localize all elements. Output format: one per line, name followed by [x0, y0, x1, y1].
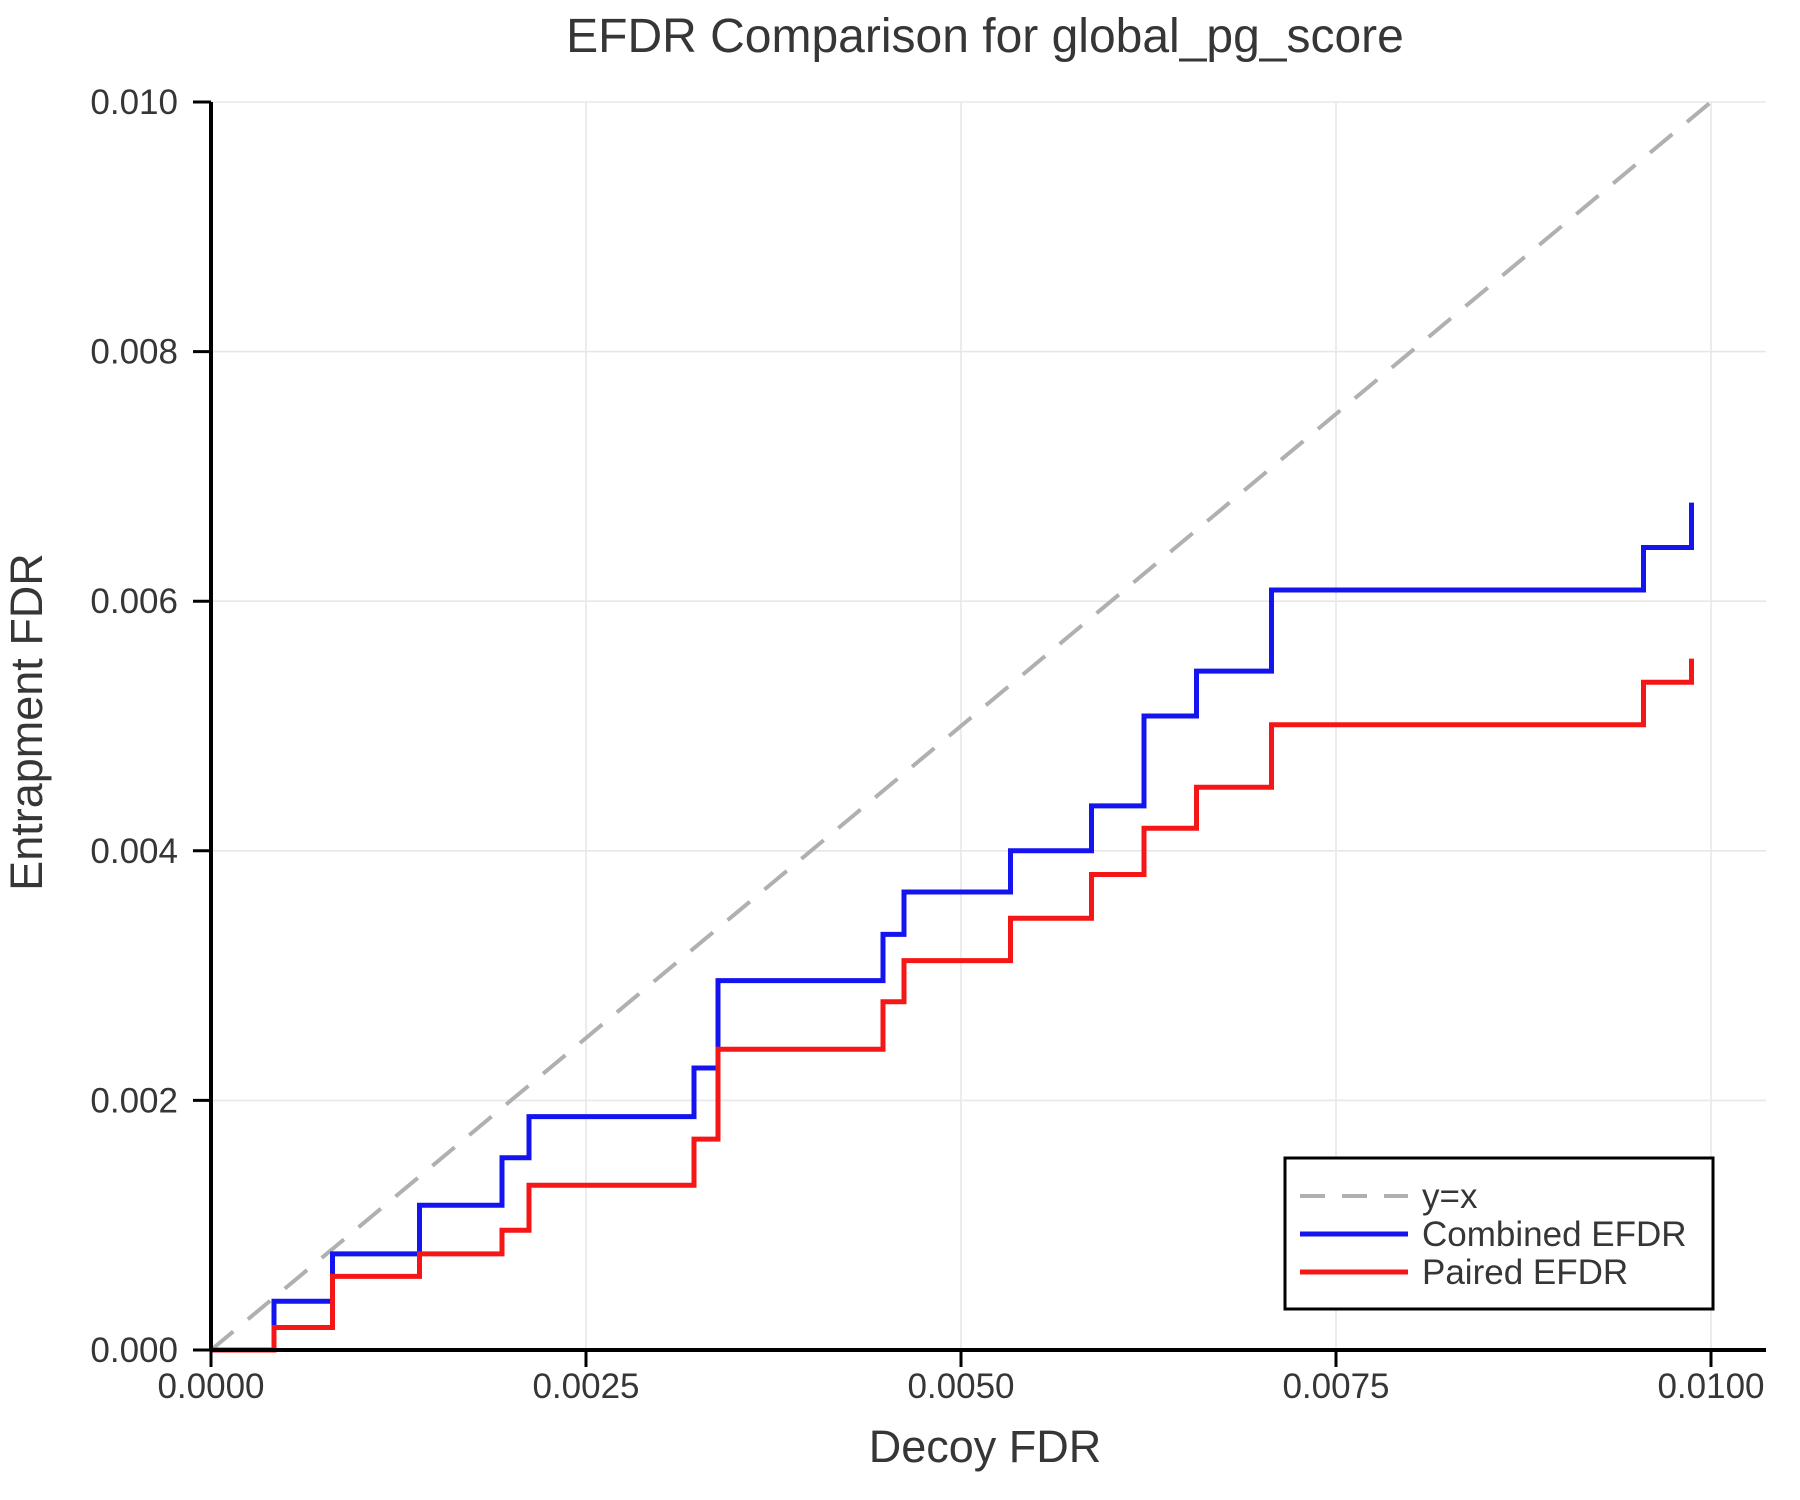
y-tick-label: 0.002 [90, 1081, 178, 1120]
legend-entry-reference: y=x [1300, 1177, 1478, 1216]
paired-efdr-line [211, 658, 1694, 1353]
legend-entry-paired-efdr: Paired EFDR [1300, 1253, 1628, 1292]
x-tick-label: 0.0075 [1282, 1367, 1389, 1406]
legend-entry-combined-efdr: Combined EFDR [1300, 1215, 1687, 1254]
combined-efdr-line [211, 502, 1694, 1353]
legend-label-combined-efdr: Combined EFDR [1422, 1215, 1687, 1254]
reference-line-y-equals-x [209, 100, 1713, 1352]
y-tick-label: 0.004 [90, 832, 178, 871]
y-tick-label: 0.000 [90, 1331, 178, 1370]
y-axis-label: Entrapment FDR [1, 553, 52, 891]
y-tick-label: 0.006 [90, 582, 178, 621]
y-tick-label: 0.010 [90, 83, 178, 122]
legend-label-reference: y=x [1422, 1177, 1478, 1216]
x-tick-label: 0.0025 [532, 1367, 639, 1406]
x-tick-label: 0.0000 [157, 1367, 264, 1406]
chart-title: EFDR Comparison for global_pg_score [566, 10, 1404, 63]
legend: y=x Combined EFDR Paired EFDR [1283, 1156, 1715, 1311]
legend-label-paired-efdr: Paired EFDR [1422, 1253, 1628, 1292]
series-lines [209, 100, 1713, 1353]
x-tick-label: 0.0050 [907, 1367, 1014, 1406]
x-tick-label: 0.0100 [1657, 1367, 1764, 1406]
axes-spines [209, 102, 1766, 1352]
x-axis-label: Decoy FDR [869, 1421, 1102, 1472]
axis-ticks: 0.0000 0.0025 0.0050 0.0075 0.0100 0.000 0.002… [90, 83, 1764, 1406]
y-tick-label: 0.008 [90, 333, 178, 372]
